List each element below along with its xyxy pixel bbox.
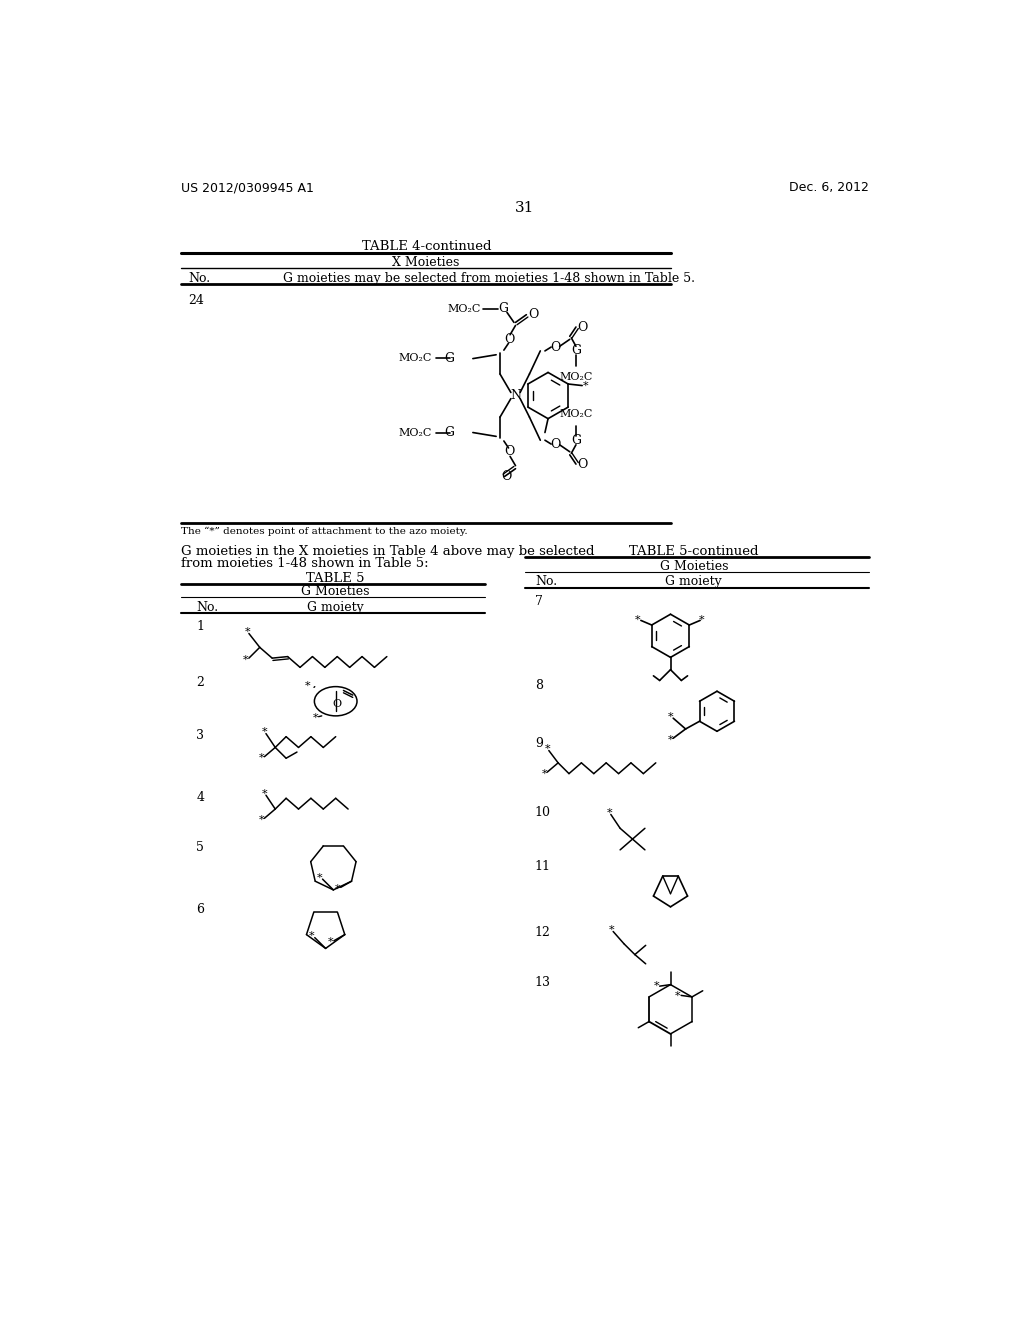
Text: 8: 8 [535, 680, 543, 693]
Text: *: * [312, 713, 318, 723]
Text: *: * [261, 788, 267, 799]
Text: *: * [542, 768, 547, 779]
Text: from moieties 1-48 shown in Table 5:: from moieties 1-48 shown in Table 5: [180, 557, 428, 570]
Text: The “*” denotes point of attachment to the azo moiety.: The “*” denotes point of attachment to t… [180, 527, 467, 536]
Text: *: * [309, 931, 314, 941]
Text: MO₂C: MO₂C [398, 352, 432, 363]
Text: MO₂C: MO₂C [398, 428, 432, 438]
Text: MO₂C: MO₂C [559, 372, 593, 381]
Text: N: N [510, 389, 521, 403]
Text: O: O [578, 321, 588, 334]
Text: No.: No. [535, 576, 557, 589]
Text: 10: 10 [535, 807, 551, 820]
Text: O: O [504, 333, 514, 346]
Text: TABLE 5: TABLE 5 [306, 572, 365, 585]
Text: O: O [333, 700, 342, 709]
Text: US 2012/0309945 A1: US 2012/0309945 A1 [180, 181, 313, 194]
Text: *: * [668, 711, 673, 722]
Text: 12: 12 [535, 925, 551, 939]
Text: G: G [444, 352, 455, 366]
Text: G: G [571, 434, 581, 447]
Text: *: * [258, 754, 264, 763]
Text: G: G [571, 343, 581, 356]
Text: Dec. 6, 2012: Dec. 6, 2012 [790, 181, 869, 194]
Text: 13: 13 [535, 975, 551, 989]
Text: G Moieties: G Moieties [301, 585, 370, 598]
Text: *: * [609, 925, 614, 935]
Text: G: G [444, 426, 455, 440]
Text: O: O [551, 341, 561, 354]
Text: No.: No. [188, 272, 211, 285]
Text: O: O [504, 445, 514, 458]
Text: No.: No. [197, 601, 218, 614]
Text: *: * [675, 990, 681, 1001]
Text: X Moieties: X Moieties [392, 256, 460, 269]
Text: MO₂C: MO₂C [559, 409, 593, 420]
Text: *: * [245, 627, 250, 638]
Text: G: G [498, 302, 508, 315]
Text: 24: 24 [188, 294, 205, 308]
Text: 31: 31 [515, 202, 535, 215]
Text: 3: 3 [197, 730, 204, 742]
Text: *: * [261, 727, 267, 737]
Text: 2: 2 [197, 676, 204, 689]
Text: TABLE 4-continued: TABLE 4-continued [361, 240, 492, 253]
Text: 6: 6 [197, 903, 204, 916]
Text: *: * [635, 615, 641, 624]
Text: TABLE 5-continued: TABLE 5-continued [629, 545, 759, 557]
Text: G moiety: G moiety [666, 576, 722, 589]
Text: O: O [528, 308, 539, 321]
Text: *: * [316, 873, 323, 883]
Text: 11: 11 [535, 861, 551, 874]
Text: 1: 1 [197, 620, 204, 634]
Text: *: * [668, 735, 673, 744]
Text: *: * [606, 808, 612, 818]
Text: 5: 5 [197, 841, 204, 854]
Text: G Moieties: G Moieties [659, 560, 728, 573]
Text: *: * [653, 981, 659, 991]
Text: 9: 9 [535, 737, 543, 750]
Text: *: * [328, 937, 334, 948]
Text: MO₂C: MO₂C [447, 304, 481, 314]
Text: *: * [545, 744, 550, 754]
Text: *: * [583, 380, 589, 391]
Text: O: O [502, 470, 512, 483]
Text: *: * [335, 884, 340, 894]
Text: O: O [578, 458, 588, 471]
Text: O: O [551, 437, 561, 450]
Text: *: * [243, 655, 249, 665]
Text: G moiety: G moiety [307, 601, 365, 614]
Text: 4: 4 [197, 791, 204, 804]
Text: 7: 7 [535, 595, 543, 609]
Text: *: * [305, 681, 310, 690]
Text: G moieties in the X moieties in Table 4 above may be selected: G moieties in the X moieties in Table 4 … [180, 545, 594, 557]
Text: *: * [258, 814, 264, 825]
Text: *: * [699, 615, 705, 624]
Text: G moieties may be selected from moieties 1-48 shown in Table 5.: G moieties may be selected from moieties… [283, 272, 695, 285]
